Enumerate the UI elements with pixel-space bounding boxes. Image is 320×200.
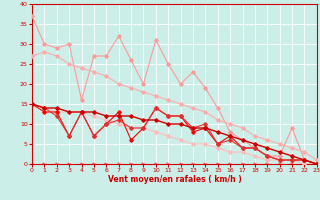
X-axis label: Vent moyen/en rafales ( km/h ): Vent moyen/en rafales ( km/h ) — [108, 175, 241, 184]
